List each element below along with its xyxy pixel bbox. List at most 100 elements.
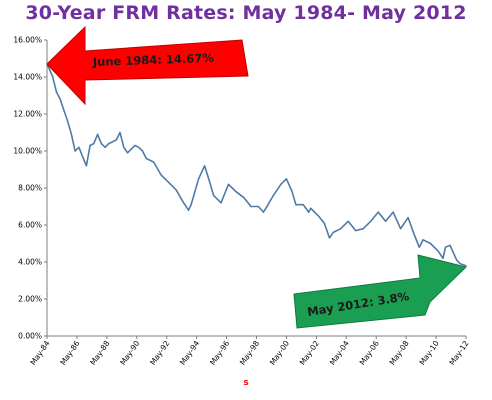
rate-data-point (370, 220, 372, 222)
rate-data-point (308, 211, 310, 213)
rate-data-point (153, 161, 155, 163)
rate-data-point (347, 220, 349, 222)
rate-data-point (63, 109, 65, 111)
rate-data-point (302, 204, 304, 206)
x-tick-label: May-10 (417, 339, 440, 367)
rate-data-point (413, 233, 415, 235)
rate-data-point (332, 231, 334, 233)
x-tick-label: May-96 (208, 339, 231, 367)
rate-data-point (400, 228, 402, 230)
x-tick-label: May-00 (268, 339, 291, 367)
may-2012-annotation: May 2012: 3.8% (293, 254, 467, 329)
rate-data-point (323, 222, 325, 224)
june-1984-label: June 1984: 14.67% (92, 51, 215, 69)
rate-data-point (119, 131, 121, 134)
rate-data-point (213, 194, 215, 196)
rate-data-point (123, 146, 125, 148)
rate-data-point (385, 220, 387, 222)
rate-data-point (52, 76, 54, 78)
rate-data-point (188, 209, 190, 211)
x-tick-label: May-98 (238, 339, 261, 367)
y-tick-label: 12.00% (13, 110, 42, 119)
rate-data-point (67, 120, 69, 122)
rate-data-point (456, 259, 458, 261)
rate-data-point (310, 207, 312, 209)
rate-data-point (280, 183, 282, 185)
rate-data-point (442, 257, 444, 259)
rate-data-point (97, 133, 99, 135)
rate-data-point (465, 265, 467, 267)
rate-data-point (418, 246, 420, 248)
rate-data-point (48, 67, 50, 69)
x-tick-label: May-12 (447, 339, 470, 367)
y-tick-label: 16.00% (13, 36, 42, 45)
rate-data-point (190, 204, 192, 206)
rate-data-point (265, 207, 267, 209)
x-tick-label: May-84 (28, 339, 51, 367)
y-tick-label: 6.00% (18, 221, 42, 230)
x-tick-labels: May-84 May-86 May-88 May-90 May-92 May-94 May-… (28, 339, 470, 367)
rate-data-point (459, 263, 462, 265)
x-tick-label: May-92 (148, 339, 171, 367)
rate-data-point (175, 189, 177, 191)
rate-data-point (291, 191, 293, 193)
rate-data-point (198, 178, 200, 180)
rate-data-point (209, 181, 211, 183)
y-tick-label: 10.00% (13, 147, 42, 156)
rate-data-point (355, 230, 357, 232)
y-tick-label: 8.00% (18, 184, 42, 193)
x-tick-label: May-90 (118, 339, 141, 367)
rate-data-point (59, 98, 61, 100)
rate-data-point (74, 150, 76, 152)
rate-data-point (89, 144, 91, 146)
x-tick-label: May-06 (358, 339, 381, 367)
rate-data-point (82, 156, 84, 158)
rate-data-point (145, 157, 147, 159)
rate-data-point (138, 146, 140, 148)
rate-data-point (104, 146, 106, 148)
rate-data-point (141, 150, 144, 152)
rate-data-point (168, 181, 170, 183)
rate-data-point (100, 143, 102, 145)
rate-data-point (115, 139, 117, 141)
axes-layer (44, 39, 467, 339)
rate-data-point (108, 143, 110, 145)
rate-data-point (407, 217, 409, 219)
x-tick-label: May-04 (328, 339, 351, 367)
x-tick-label: May-94 (178, 339, 201, 367)
y-tick-label: 14.00% (13, 73, 42, 82)
rate-data-point (262, 211, 264, 213)
y-tick-labels: 0.00% 2.00% 4.00% 6.00% 8.00% 10.00% 12.00% 14.… (13, 36, 42, 341)
x-axis-label: s (243, 378, 249, 388)
rate-data-point (437, 250, 439, 252)
rate-data-point (70, 133, 72, 135)
x-tick-label: May-86 (58, 339, 81, 367)
rate-series-line (46, 64, 467, 267)
rate-data-point (340, 228, 342, 230)
rate-data-point (328, 237, 331, 239)
rate-data-point (235, 191, 237, 193)
rate-data-point (250, 205, 252, 208)
rate-data-point (78, 146, 80, 148)
rate-data-point (93, 143, 95, 145)
rate-data-point (126, 152, 129, 154)
rate-data-point (272, 194, 274, 196)
rate-data-point (362, 228, 364, 230)
red-arrow-shape (46, 25, 249, 106)
rate-data-point (227, 183, 230, 185)
y-tick-label: 2.00% (18, 295, 42, 304)
rate-data-point (220, 202, 222, 204)
rate-data-point (111, 141, 114, 143)
rate-data-point (134, 144, 136, 146)
rate-data-point (242, 196, 245, 198)
rate-data-point (392, 211, 394, 213)
june-1984-annotation: June 1984: 14.67% (46, 25, 249, 106)
x-tick-label: May-08 (388, 339, 411, 367)
rate-data-point (449, 244, 451, 246)
rate-data-point (422, 239, 424, 241)
rate-data-point (317, 215, 319, 217)
rate-data-point (204, 165, 206, 167)
y-tick-label: 4.00% (18, 258, 42, 267)
